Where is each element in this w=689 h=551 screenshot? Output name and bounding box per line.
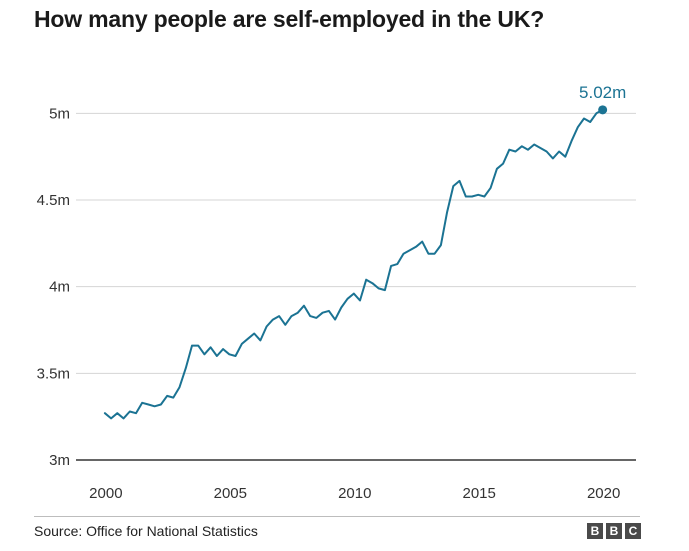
x-tick-label: 2010 <box>338 485 371 502</box>
x-axis-tick-labels: 2000 2005 2010 2015 2020 <box>89 485 620 502</box>
y-tick-label: 4.5m <box>37 192 70 209</box>
x-tick-label: 2000 <box>89 485 122 502</box>
source-note: Source: Office for National Statistics <box>34 523 258 539</box>
y-axis-tick-labels: 3m 3.5m 4m 4.5m 5m <box>37 105 70 469</box>
logo-letter: B <box>587 523 603 539</box>
logo-letter: B <box>606 523 622 539</box>
x-tick-label: 2020 <box>587 485 620 502</box>
gridlines <box>76 112 636 461</box>
y-tick-label: 3m <box>49 452 70 469</box>
x-tick-label: 2005 <box>214 485 247 502</box>
y-tick-label: 4m <box>49 279 70 296</box>
x-tick-label: 2015 <box>463 485 496 502</box>
logo-letter: C <box>625 523 641 539</box>
series-line <box>103 108 604 420</box>
latest-value-label: 5.02m <box>579 83 626 102</box>
footer-divider <box>34 516 640 517</box>
latest-value-marker <box>598 105 608 115</box>
y-tick-label: 3.5m <box>37 365 70 382</box>
line-chart: 3m 3.5m 4m 4.5m 5m 2000 2005 2010 2015 2020 5.02… <box>37 83 636 502</box>
y-tick-label: 5m <box>49 105 70 122</box>
plot-area: 5.02m <box>103 83 626 420</box>
chart-title: How many people are self-employed in the… <box>34 6 545 32</box>
bbc-logo: B B C <box>587 523 641 539</box>
